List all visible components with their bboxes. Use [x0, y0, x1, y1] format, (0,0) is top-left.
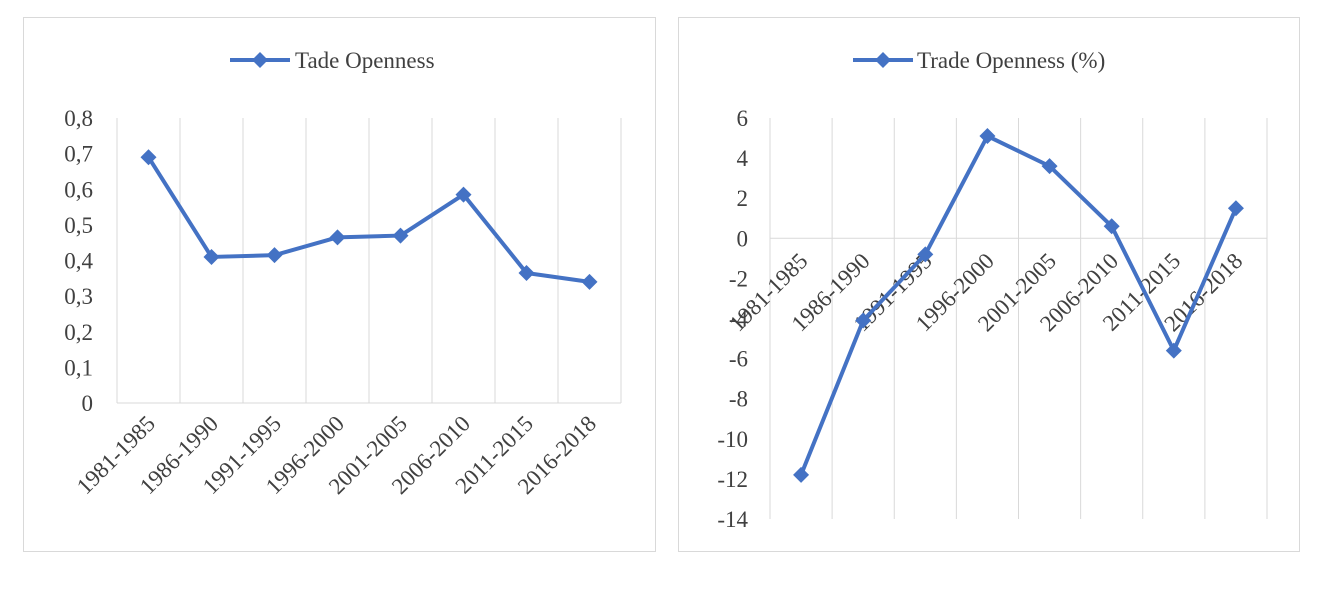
y-tick-label: 0,5: [64, 213, 93, 238]
chart-frame: [678, 17, 1300, 552]
y-tick-label: -4: [729, 307, 749, 332]
y-tick-label: 0,6: [64, 177, 93, 202]
y-tick-label: 2: [737, 186, 749, 211]
y-tick-label: 0: [82, 391, 94, 416]
series-line: [146, 155, 592, 284]
y-tick-label: -14: [717, 507, 748, 532]
y-tick-label: -10: [717, 427, 748, 452]
data-point-marker: [1227, 200, 1244, 217]
data-point-marker: [1103, 218, 1120, 235]
legend-marker-swatch: [875, 52, 891, 68]
y-tick-label: 0,1: [64, 355, 93, 380]
data-point-marker: [518, 264, 535, 281]
data-point-marker: [917, 246, 934, 263]
series-line: [799, 134, 1238, 477]
chart-frame: [23, 17, 656, 552]
y-tick-label: -12: [717, 467, 748, 492]
data-point-marker: [793, 466, 810, 483]
data-point-marker: [266, 247, 283, 264]
data-point-marker: [581, 273, 598, 290]
y-tick-label: -8: [729, 387, 748, 412]
y-tick-label: 0,2: [64, 320, 93, 345]
y-tick-label: 0,7: [64, 142, 93, 167]
y-tick-label: 0,4: [64, 249, 93, 274]
y-tick-label: 6: [737, 106, 749, 131]
y-tick-label: 0,3: [64, 284, 93, 309]
data-point-marker: [1165, 342, 1182, 359]
data-point-marker: [203, 248, 220, 265]
chart-canvas-right: -14-12-10-8-6-4-202461981-19851986-19901…: [678, 17, 1300, 552]
data-point-marker: [1041, 158, 1058, 175]
legend-label: Tade Openness: [295, 48, 435, 73]
legend-marker-swatch: [252, 52, 268, 68]
data-point-marker: [140, 149, 157, 166]
chart-canvas-left: 00,10,20,30,40,50,60,70,81981-19851986-1…: [23, 17, 656, 552]
data-point-marker: [455, 186, 472, 203]
y-tick-label: 0,8: [64, 106, 93, 131]
chart-tade-openness: 0 0,1 0,2 0,3 0,4 0,5 0,6 0,7 0,8 1981-1985 1986-1…: [23, 17, 656, 552]
data-point-marker: [392, 227, 409, 244]
data-point-marker: [979, 128, 996, 145]
y-tick-label: 0: [737, 226, 749, 251]
y-tick-label: 4: [737, 146, 749, 171]
data-point-marker: [329, 229, 346, 246]
y-tick-label: -6: [729, 347, 748, 372]
y-tick-label: -2: [729, 266, 748, 291]
legend-label: Trade Openness (%): [917, 48, 1105, 73]
chart-trade-openness-pct: -14 -12 -10 -8 -6 -4 -2 0 2 4 6 1981-1985 1986-1990 1…: [662, 0, 1324, 591]
data-point-marker: [855, 312, 872, 329]
